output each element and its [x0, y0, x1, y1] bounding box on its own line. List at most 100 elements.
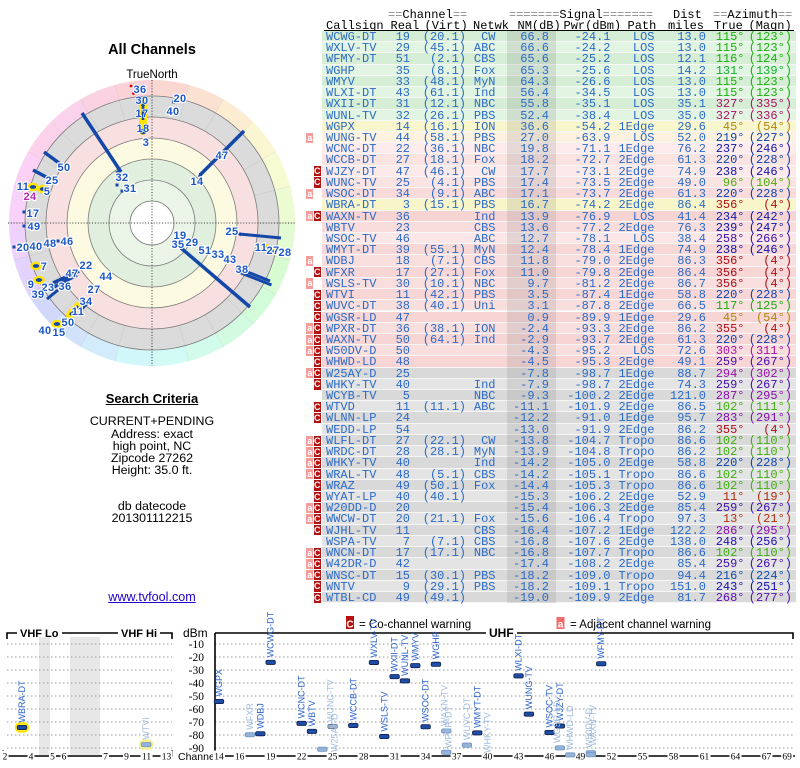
svg-text:38: 38: [235, 264, 248, 276]
svg-text:WSLS-TV: WSLS-TV: [379, 692, 389, 732]
svg-text:9: 9: [124, 753, 129, 763]
svg-text:11: 11: [72, 306, 84, 318]
svg-text:-40: -40: [189, 678, 205, 690]
svg-text:17: 17: [26, 208, 39, 220]
svg-text:43: 43: [223, 254, 236, 266]
svg-text:WUVC-DT: WUVC-DT: [462, 697, 472, 740]
svg-text:25: 25: [225, 226, 238, 238]
svg-text:WGPX: WGPX: [214, 669, 224, 697]
svg-text:48: 48: [43, 238, 56, 250]
svg-text:a: a: [558, 620, 564, 631]
svg-text:67: 67: [762, 753, 772, 763]
svg-text:51: 51: [198, 245, 211, 257]
svg-text:18: 18: [136, 123, 149, 135]
svg-text:dBm: dBm: [183, 626, 208, 640]
svg-text:WHKY-TV: WHKY-TV: [483, 712, 493, 753]
svg-text:49: 49: [576, 753, 586, 763]
svg-text:44: 44: [99, 271, 113, 283]
svg-text:3: 3: [143, 137, 150, 149]
svg-text:WUNL-TV: WUNL-TV: [400, 635, 410, 676]
svg-text:47: 47: [65, 268, 78, 280]
svg-text:11: 11: [142, 753, 151, 763]
svg-text:46: 46: [60, 236, 73, 248]
svg-text:UHF: UHF: [489, 626, 514, 640]
svg-text:40: 40: [483, 753, 493, 763]
svg-text:14: 14: [190, 176, 204, 188]
svg-text:7: 7: [41, 261, 48, 273]
svg-text:22: 22: [79, 260, 92, 272]
svg-text:37: 37: [452, 753, 462, 763]
svg-text:WUNG-TV: WUNG-TV: [524, 666, 534, 709]
svg-text:W25AY-D: W25AY-D: [330, 713, 340, 752]
svg-text:7: 7: [103, 753, 108, 763]
svg-text:WCWG-DT: WCWG-DT: [266, 612, 276, 657]
svg-text:5: 5: [44, 186, 51, 198]
svg-text:25: 25: [328, 753, 338, 763]
svg-text:2: 2: [3, 753, 8, 763]
svg-text:WXLV-TV: WXLV-TV: [369, 619, 379, 658]
svg-text:VHF Hi: VHF Hi: [121, 628, 157, 640]
svg-text:55: 55: [638, 753, 648, 763]
svg-text:58: 58: [669, 753, 679, 763]
svg-text:WDBJ: WDBJ: [255, 703, 265, 729]
svg-text:VHF Lo: VHF Lo: [20, 628, 59, 640]
svg-text:WHWD-LD: WHWD-LD: [565, 705, 575, 750]
svg-text:20: 20: [173, 93, 186, 105]
svg-text:-30: -30: [189, 665, 205, 677]
svg-text:-70: -70: [189, 717, 205, 729]
svg-text:WAXN-TV: WAXN-TV: [588, 705, 598, 746]
svg-text:WSOC-TV: WSOC-TV: [545, 685, 555, 728]
svg-text:= Co-channel warning: = Co-channel warning: [359, 619, 471, 631]
svg-text:28: 28: [278, 247, 291, 259]
svg-text:W50DV-D: W50DV-D: [584, 707, 594, 748]
svg-text:Channel: Channel: [178, 751, 217, 763]
svg-text:11: 11: [255, 242, 267, 254]
svg-text:36: 36: [133, 84, 146, 96]
svg-text:24: 24: [23, 191, 37, 203]
svg-text:28: 28: [359, 753, 369, 763]
svg-text:WBTV: WBTV: [307, 700, 317, 726]
svg-text:43: 43: [514, 753, 524, 763]
svg-text:31: 31: [123, 183, 136, 195]
svg-text:WMYT-DT: WMYT-DT: [472, 685, 482, 727]
svg-text:22: 22: [297, 753, 307, 763]
svg-text:14: 14: [214, 753, 224, 763]
svg-text:50: 50: [61, 317, 74, 329]
svg-text:WCCB-DT: WCCB-DT: [348, 678, 358, 721]
svg-text:34: 34: [79, 296, 93, 308]
svg-text:47: 47: [215, 150, 228, 162]
svg-text:15: 15: [52, 327, 65, 339]
svg-text:64: 64: [731, 753, 741, 763]
svg-text:36: 36: [58, 281, 71, 293]
svg-text:50: 50: [57, 162, 70, 174]
svg-text:16: 16: [235, 753, 245, 763]
svg-text:69: 69: [782, 753, 792, 763]
svg-text:9: 9: [28, 279, 35, 291]
svg-text:6: 6: [62, 753, 67, 763]
svg-text:19: 19: [173, 230, 186, 242]
svg-text:-50: -50: [189, 691, 205, 703]
svg-text:WFXR: WFXR: [245, 703, 255, 730]
svg-text:4: 4: [29, 753, 34, 763]
svg-text:WSOC-DT: WSOC-DT: [421, 678, 431, 721]
svg-text:WBRA-DT: WBRA-DT: [17, 680, 27, 722]
svg-text:= Adjacent channel warning: = Adjacent channel warning: [570, 619, 711, 631]
svg-text:27: 27: [266, 245, 279, 257]
svg-text:40: 40: [38, 325, 51, 337]
svg-text:WGHP: WGHP: [431, 631, 441, 659]
svg-text:32: 32: [115, 172, 128, 184]
svg-text:46: 46: [545, 753, 555, 763]
svg-text:WTVI: WTVI: [141, 717, 151, 740]
svg-text:WAXN-TV: WAXN-TV: [439, 685, 449, 726]
svg-text:35: 35: [171, 239, 184, 251]
svg-text:20: 20: [16, 242, 29, 254]
svg-text:25: 25: [45, 175, 58, 187]
svg-text:40: 40: [166, 106, 179, 118]
svg-text:-80: -80: [189, 730, 205, 742]
svg-text:30: 30: [135, 95, 148, 107]
svg-text:33: 33: [211, 249, 224, 261]
svg-text:-20: -20: [189, 652, 205, 664]
svg-text:19: 19: [266, 753, 276, 763]
svg-text:-10: -10: [189, 639, 205, 651]
svg-text:40: 40: [29, 241, 42, 253]
